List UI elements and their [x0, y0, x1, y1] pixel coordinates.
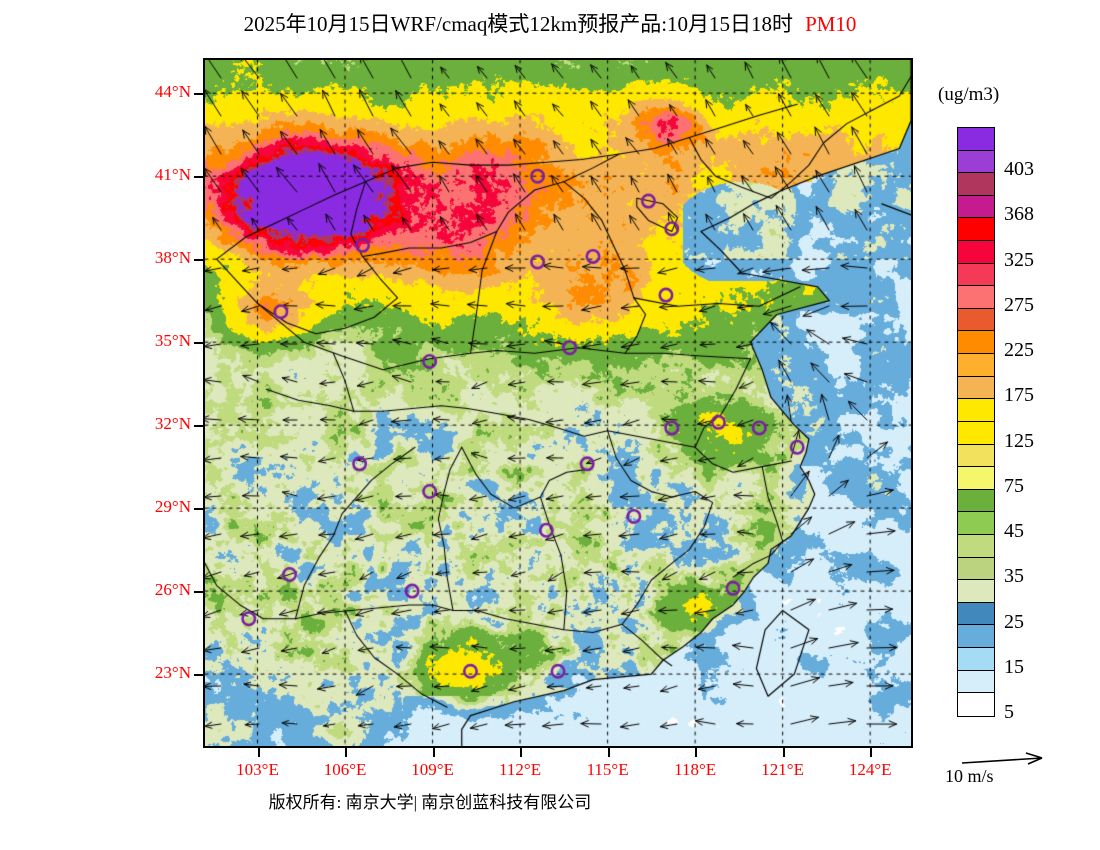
colorbar-band-7[interactable] [958, 286, 994, 309]
colorbar-value-225: 225 [1004, 339, 1034, 362]
colorbar-band-1[interactable] [958, 150, 994, 174]
wind-key-label: 10 m/s [945, 766, 994, 786]
colorbar-band-24[interactable] [958, 670, 994, 694]
lat-tick-label-26: 26°N [154, 580, 191, 600]
colorbar-band-12[interactable] [958, 399, 994, 422]
colorbar-band-8[interactable] [958, 308, 994, 332]
colorbar-value-75: 75 [1004, 474, 1024, 497]
colorbar-band-4[interactable] [958, 218, 994, 242]
colorbar-band-13[interactable] [958, 421, 994, 445]
colorbar-band-6[interactable] [958, 263, 994, 287]
lon-tick-mark [432, 748, 435, 757]
lon-tick-label-103: 103°E [236, 760, 279, 779]
map-overlay-canvas [205, 60, 911, 746]
lat-tick-label-38: 38°N [154, 248, 191, 268]
colorbar-value-275: 275 [1004, 293, 1034, 316]
colorbar-band-3[interactable] [958, 195, 994, 219]
colorbar-band-23[interactable] [958, 648, 994, 671]
lat-tick-label-35: 35°N [154, 331, 191, 351]
colorbar-band-11[interactable] [958, 376, 994, 400]
colorbar-band-2[interactable] [958, 173, 994, 196]
lon-tick-mark [607, 748, 610, 757]
lon-tick-label-121: 121°E [761, 760, 804, 779]
lon-tick-mark [520, 748, 523, 757]
lat-tick-label-32: 32°N [154, 414, 191, 434]
lon-tick-label-109: 109°E [411, 760, 454, 779]
colorbar-value-125: 125 [1004, 429, 1034, 452]
lon-tick-label-112: 112°E [499, 760, 542, 779]
colorbar-units-label: (ug/m3) [938, 84, 1000, 105]
colorbar-band-25[interactable] [958, 693, 994, 716]
lat-tick-label-44: 44°N [154, 82, 191, 102]
colorbar-value-175: 175 [1004, 384, 1034, 407]
colorbar-band-5[interactable] [958, 241, 994, 264]
lat-tick-mark [194, 508, 203, 511]
lon-tick-label-106: 106°E [323, 760, 367, 779]
colorbar[interactable] [957, 127, 995, 717]
colorbar-band-0[interactable] [958, 128, 994, 151]
page-title: 2025年10月15日WRF/cmaq模式12km预报产品:10月15日18时 P… [0, 8, 1100, 38]
colorbar-band-19[interactable] [958, 557, 994, 581]
colorbar-value-45: 45 [1004, 520, 1024, 543]
lon-tick-mark [695, 748, 698, 757]
colorbar-value-403: 403 [1004, 158, 1034, 181]
lat-tick-mark [194, 674, 203, 677]
lat-tick-label-29: 29°N [154, 497, 191, 517]
lon-tick-mark [782, 748, 785, 757]
colorbar-band-10[interactable] [958, 354, 994, 377]
colorbar-value-5: 5 [1004, 701, 1014, 723]
colorbar-band-21[interactable] [958, 602, 994, 626]
lat-tick-mark [194, 93, 203, 96]
colorbar-band-15[interactable] [958, 467, 994, 490]
lon-tick-label-115: 115°E [586, 760, 629, 779]
lon-tick-mark [257, 748, 260, 757]
colorbar-value-25: 25 [1004, 610, 1024, 633]
lat-tick-label-41: 41°N [154, 165, 191, 185]
colorbar-value-15: 15 [1004, 655, 1024, 678]
colorbar-band-18[interactable] [958, 534, 994, 558]
colorbar-value-35: 35 [1004, 565, 1024, 588]
lon-tick-label-124: 124°E [848, 760, 892, 779]
lon-tick-label-118: 118°E [674, 760, 717, 779]
lat-tick-mark [194, 425, 203, 428]
title-main-text: 2025年10月15日WRF/cmaq模式12km预报产品:10月15日18时 [243, 12, 794, 36]
colorbar-band-22[interactable] [958, 625, 994, 649]
colorbar-value-368: 368 [1004, 203, 1034, 226]
colorbar-band-17[interactable] [958, 512, 994, 535]
lat-tick-label-23: 23°N [154, 663, 191, 683]
lon-tick-mark [870, 748, 873, 757]
forecast-map[interactable] [203, 58, 913, 748]
copyright-notice: 版权所有: 南京大学| 南京创蓝科技有限公司 [268, 793, 592, 812]
colorbar-band-20[interactable] [958, 580, 994, 603]
colorbar-value-325: 325 [1004, 248, 1034, 271]
lat-tick-mark [194, 591, 203, 594]
colorbar-band-9[interactable] [958, 331, 994, 355]
wind-vector-arrow-icon [960, 752, 1050, 768]
lat-tick-mark [194, 259, 203, 262]
colorbar-band-16[interactable] [958, 489, 994, 513]
colorbar-band-14[interactable] [958, 444, 994, 468]
lat-tick-mark [194, 176, 203, 179]
title-species-label: PM10 [805, 12, 857, 36]
lat-tick-mark [194, 342, 203, 345]
lon-tick-mark [345, 748, 348, 757]
